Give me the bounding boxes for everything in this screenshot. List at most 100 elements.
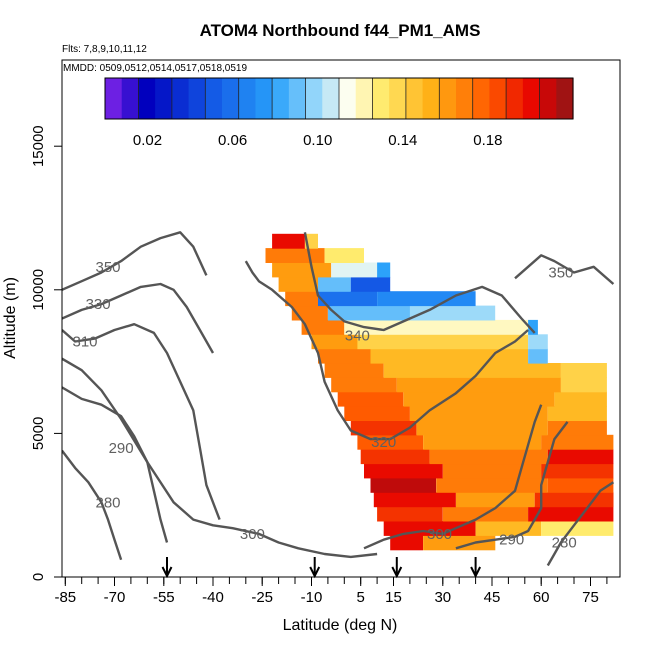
colorbar-swatch (556, 78, 574, 119)
colorbar-swatch (322, 78, 340, 119)
heatmap (265, 233, 614, 551)
heatmap-cell (554, 391, 607, 407)
x-tick-label: 60 (533, 589, 550, 606)
heatmap-cell (396, 377, 561, 393)
x-tick-label: -85 (54, 589, 76, 606)
heatmap-cell (442, 463, 542, 479)
heatmap-cell (416, 420, 548, 436)
x-tick-label: 45 (484, 589, 501, 606)
y-tick-label: 15000 (30, 125, 47, 167)
colorbar-swatch (472, 78, 491, 119)
heatmap-cell (429, 449, 548, 465)
heatmap-cell (331, 262, 378, 278)
colorbar-tick-label: 0.06 (218, 132, 247, 149)
colorbar-swatch (238, 78, 257, 119)
colorbar-swatch (405, 78, 424, 119)
contour-label: 350 (548, 265, 573, 282)
colorbar-swatch (288, 78, 307, 119)
heatmap-cell (318, 276, 351, 292)
heatmap-cell (301, 319, 345, 335)
contour-label: 330 (86, 296, 111, 313)
heatmap-cell (423, 434, 542, 450)
heatmap-cell (318, 348, 371, 364)
chart-title: ATOM4 Northbound f44_PM1_AMS (200, 21, 481, 40)
x-axis: -85 -70 -55 -40 -25 -10 5 15 30 45 60 75 (54, 577, 608, 606)
heatmap-cell (285, 291, 318, 307)
heatmap-cell (337, 391, 404, 407)
colorbar-swatch (272, 78, 290, 119)
x-tick-label: 75 (582, 589, 599, 606)
contour-line (62, 449, 123, 561)
heatmap-cell (547, 406, 607, 421)
heatmap-cell (383, 521, 476, 536)
y-tick-label: 10000 (30, 269, 47, 311)
contour-labels: 350 350 330 310 340 290 280 300 320 300 290 280 (72, 259, 577, 552)
flight-markers (161, 557, 481, 579)
contour-line (62, 282, 215, 354)
heatmap-cell (318, 291, 378, 307)
heatmap-cell (344, 406, 410, 421)
heatmap-cell (390, 535, 423, 551)
x-tick-label: -55 (153, 589, 175, 606)
contour-line (62, 357, 378, 559)
heatmap-cell (350, 420, 417, 436)
flight-marker-arrowhead (391, 566, 403, 579)
contour-label: 280 (552, 535, 577, 552)
heatmap-cell (528, 334, 548, 350)
heatmap-cell (324, 248, 364, 263)
y-axis: 0 5000 10000 15000 (30, 125, 62, 581)
plot-frame (61, 59, 621, 578)
contour-label: 320 (371, 434, 396, 451)
heatmap-cell (528, 319, 538, 335)
colorbar-swatch (522, 78, 541, 119)
heatmap-cell (350, 276, 391, 292)
heatmap-cell (291, 305, 328, 321)
contour-line (62, 386, 169, 543)
heatmap-cell (534, 492, 614, 508)
contour-label: 300 (240, 526, 265, 543)
heatmap-cell (423, 535, 496, 551)
colorbar-frame (104, 77, 574, 120)
contour-line (455, 421, 569, 550)
contour-label: 290 (499, 532, 524, 549)
y-axis-label: Altitude (m) (2, 277, 19, 359)
x-tick-label: -40 (202, 589, 224, 606)
colorbar-swatch (205, 78, 223, 119)
colorbar-tick-label: 0.14 (388, 132, 417, 149)
contour-label: 310 (72, 334, 97, 351)
x-tick-label: 5 (357, 589, 365, 606)
x-tick-label: -10 (301, 589, 323, 606)
contour-label: 300 (427, 526, 452, 543)
heatmap-cell (455, 492, 535, 508)
dates-subtitle: MMDD: 0509,0512,0514,0517,0518,0519 (63, 63, 247, 74)
heatmap-cell (324, 363, 384, 378)
colorbar-swatch (138, 78, 156, 119)
contour-label: 290 (109, 440, 134, 457)
heatmap-cell (373, 492, 456, 508)
x-tick-label: -70 (104, 589, 126, 606)
colorbar-swatch (389, 78, 407, 119)
x-tick-label: 15 (385, 589, 402, 606)
colorbar: 0.02 0.06 0.10 0.14 0.18 (104, 77, 574, 149)
colorbar-swatch (222, 78, 240, 119)
heatmap-cell (377, 291, 476, 307)
heatmap-cell (547, 449, 614, 465)
colorbar-tick-label: 0.18 (473, 132, 502, 149)
heatmap-cell (528, 506, 614, 522)
contour-label: 280 (95, 494, 120, 511)
heatmap-cell (272, 262, 332, 278)
contour-lines (62, 231, 615, 567)
heatmap-cell (331, 377, 397, 393)
heatmap-cell (370, 477, 437, 493)
y-tick-label: 0 (30, 573, 47, 581)
x-axis-label: Latitude (deg N) (283, 617, 398, 634)
colorbar-swatch (255, 78, 273, 119)
colorbar-swatch (372, 78, 390, 119)
colorbar-swatch (155, 78, 173, 119)
colorbar-swatch (339, 78, 357, 119)
colorbar-swatch (489, 78, 507, 119)
heatmap-cell (272, 233, 305, 249)
flights-subtitle: Flts: 7,8,9,10,11,12 (62, 44, 147, 55)
